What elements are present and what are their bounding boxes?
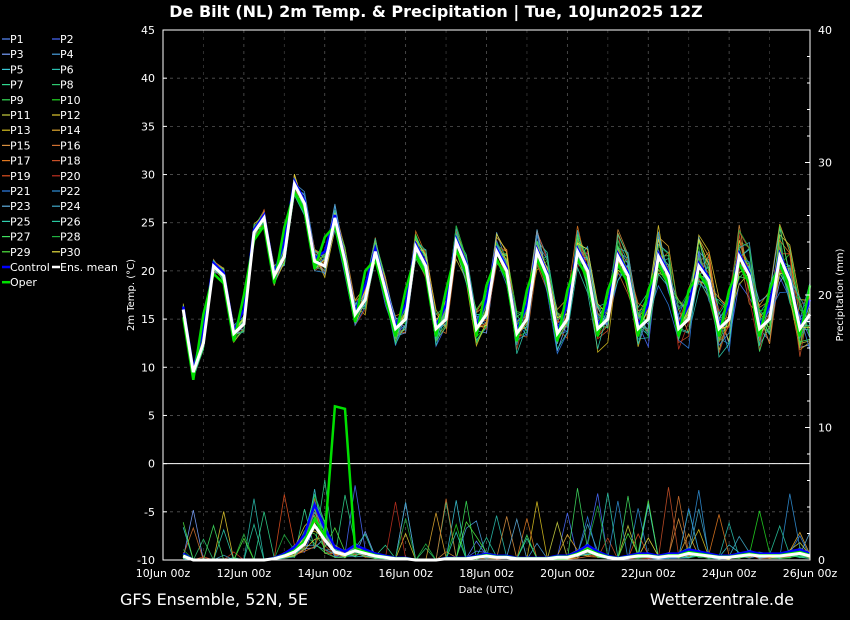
legend-label: P30 <box>60 246 81 259</box>
y-right-tick-label: 30 <box>818 157 832 170</box>
legend-label: P22 <box>60 185 81 198</box>
legend-label: P21 <box>10 185 31 198</box>
y-right-tick-label: 0 <box>818 554 825 567</box>
y-left-tick-label: -5 <box>144 506 155 519</box>
legend-label: P7 <box>10 79 24 92</box>
y-left-tick-label: 5 <box>148 409 155 422</box>
legend-label: P6 <box>60 63 74 76</box>
right-axis: 40 30 20 10 0 <box>805 24 832 567</box>
x-tick-label: 24Jun 00z <box>702 567 757 580</box>
y-right-tick-label: 40 <box>818 24 832 37</box>
y-left-tick-label: -10 <box>137 554 155 567</box>
left-axis: 45 40 35 30 25 20 15 10 5 0 -5 -10 <box>137 24 167 567</box>
y-left-tick-label: 10 <box>141 361 155 374</box>
legend-label: P28 <box>60 231 81 244</box>
y-right-tick-label: 20 <box>818 289 832 302</box>
y-left-tick-label: 15 <box>141 313 155 326</box>
legend-label: P18 <box>60 155 81 168</box>
x-axis-label: Date (UTC) <box>459 585 514 596</box>
legend-label: P16 <box>60 139 81 152</box>
legend-label: P9 <box>10 94 24 107</box>
x-tick-label: 10Jun 00z <box>136 567 191 580</box>
ens-mean-precip-line <box>182 522 811 562</box>
legend-label: Oper <box>10 276 37 289</box>
legend-label: P17 <box>10 155 31 168</box>
legend-label: P2 <box>60 33 74 46</box>
x-tick-label: 18Jun 00z <box>459 567 514 580</box>
y-left-tick-label: 40 <box>141 72 155 85</box>
y-left-tick-label: 30 <box>141 169 155 182</box>
legend-label: P11 <box>10 109 31 122</box>
legend-label: P3 <box>10 48 24 61</box>
footer-source: GFS Ensemble, 52N, 5E <box>120 590 308 609</box>
member-precip-line <box>182 494 811 561</box>
legend-label: P8 <box>60 79 74 92</box>
legend-label: P10 <box>60 94 81 107</box>
legend-label: P5 <box>10 63 24 76</box>
legend-label: P24 <box>60 200 81 213</box>
x-tick-label: 14Jun 00z <box>298 567 353 580</box>
y-axis-left-label: 2m Temp. (°C) <box>126 259 137 331</box>
y-left-tick-label: 35 <box>141 120 155 133</box>
y-left-tick-label: 45 <box>141 24 155 37</box>
x-tick-label: 12Jun 00z <box>217 567 272 580</box>
legend-label: P14 <box>60 124 81 137</box>
legend-label: P4 <box>60 48 74 61</box>
legend-label: Ens. mean <box>60 261 118 274</box>
legend-label: P15 <box>10 139 31 152</box>
legend-label: P27 <box>10 231 31 244</box>
legend-label: P19 <box>10 170 31 183</box>
y-right-tick-label: 10 <box>818 422 832 435</box>
legend-label: P26 <box>60 215 81 228</box>
legend-label: Control <box>10 261 50 274</box>
chart-title: De Bilt (NL) 2m Temp. & Precipitation | … <box>169 2 703 22</box>
ens-mean-temp-line <box>181 179 812 373</box>
y-left-tick-label: 0 <box>148 458 155 471</box>
legend-label: P13 <box>10 124 31 137</box>
y-left-tick-label: 25 <box>141 217 155 230</box>
legend-label: P25 <box>10 215 31 228</box>
x-tick-label: 22Jun 00z <box>621 567 676 580</box>
x-tick-label: 20Jun 00z <box>540 567 595 580</box>
legend: P1 P2 P3 P4 P5 P6 P7 P8 P9 P10 P11 P12 P13 P14 P15 P16 P… <box>2 33 118 289</box>
y-axis-right-label: Precipitation (mm) <box>835 248 846 341</box>
x-axis: 10Jun 00z 12Jun 00z 14Jun 00z 16Jun 00z 18Ju… <box>136 567 838 580</box>
legend-label: P20 <box>60 170 81 183</box>
legend-label: P1 <box>10 33 24 46</box>
y-left-tick-label: 20 <box>141 265 155 278</box>
x-tick-label: 16Jun 00z <box>378 567 433 580</box>
legend-label: P12 <box>60 109 81 122</box>
footer-site: Wetterzentrale.de <box>650 590 794 609</box>
legend-label: P29 <box>10 246 31 259</box>
main-lines <box>181 177 812 562</box>
legend-label: P23 <box>10 200 31 213</box>
x-tick-label: 26Jun 00z <box>783 567 838 580</box>
